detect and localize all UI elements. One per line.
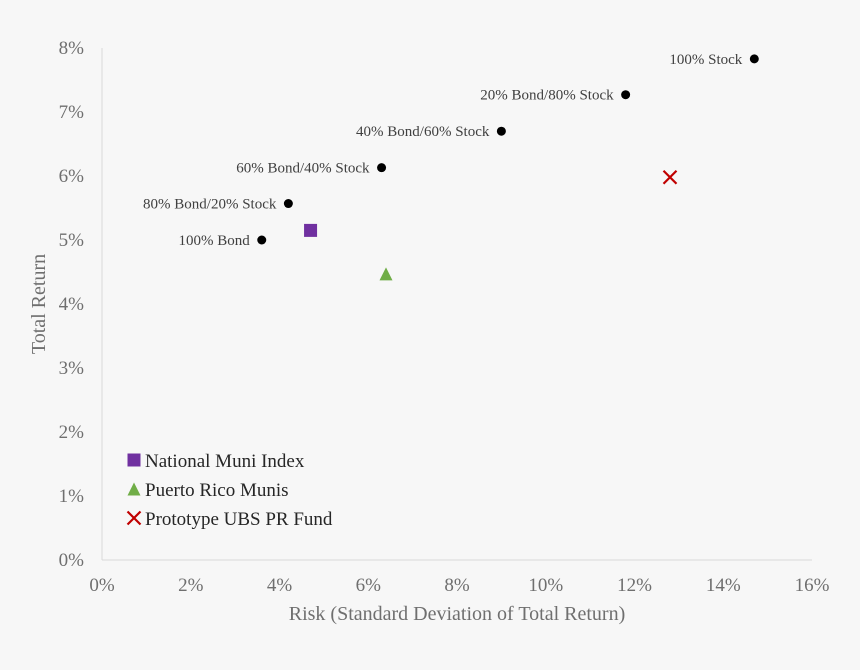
portfolio-label: 20% Bond/80% Stock xyxy=(480,88,614,104)
x-tick-label: 6% xyxy=(356,575,382,596)
y-tick-label: 0% xyxy=(59,550,85,571)
legend-marker xyxy=(126,510,142,526)
portfolio-label: 60% Bond/40% Stock xyxy=(236,161,370,177)
legend: National Muni Index Puerto Rico Munis Prot… xyxy=(126,451,333,530)
legend-label: National Muni Index xyxy=(145,451,305,472)
portfolio-label: 100% Stock xyxy=(669,52,742,68)
series-point xyxy=(379,267,393,281)
legend-label: Prototype UBS PR Fund xyxy=(145,509,333,530)
x-tick-label: 4% xyxy=(267,575,293,596)
x-tick-label: 8% xyxy=(444,575,470,596)
x-tick-labels: 0% 2% 4% 6% 8% 10% 12% 14% 16% xyxy=(89,575,829,596)
x-tick-label: 10% xyxy=(528,575,563,596)
x-tick-label: 14% xyxy=(706,575,741,596)
x-tick-label: 12% xyxy=(617,575,652,596)
series-point xyxy=(662,170,678,185)
portfolio-point xyxy=(257,235,267,245)
y-tick-label: 2% xyxy=(59,422,85,443)
x-axis-title: Risk (Standard Deviation of Total Return… xyxy=(289,603,626,625)
legend-label: Puerto Rico Munis xyxy=(145,480,289,501)
series-points xyxy=(304,170,678,281)
series-point xyxy=(304,223,318,237)
y-tick-label: 7% xyxy=(59,102,85,123)
portfolio-label: 40% Bond/60% Stock xyxy=(356,124,490,140)
x-tick-label: 2% xyxy=(178,575,204,596)
y-tick-labels: 0% 1% 2% 3% 4% 5% 6% 7% 8% xyxy=(59,38,85,571)
legend-marker xyxy=(127,453,141,467)
y-tick-label: 5% xyxy=(59,230,85,251)
portfolio-point xyxy=(621,90,631,100)
legend-marker xyxy=(127,482,141,496)
y-axis-title: Total Return xyxy=(28,254,50,354)
x-tick-label: 16% xyxy=(795,575,830,596)
axes xyxy=(101,48,812,561)
portfolio-label: 80% Bond/20% Stock xyxy=(143,197,277,213)
y-tick-label: 8% xyxy=(59,38,85,59)
portfolio-points: 100% Bond 80% Bond/20% Stock 60% Bond/40% … xyxy=(143,52,759,249)
y-tick-label: 4% xyxy=(59,294,85,315)
y-tick-label: 6% xyxy=(59,166,85,187)
x-tick-label: 0% xyxy=(89,575,115,596)
portfolio-point xyxy=(496,126,506,136)
portfolio-point xyxy=(377,163,387,173)
portfolio-point xyxy=(749,54,759,64)
y-tick-label: 3% xyxy=(59,358,85,379)
portfolio-label: 100% Bond xyxy=(179,233,251,249)
portfolio-point xyxy=(283,199,293,209)
y-tick-label: 1% xyxy=(59,486,85,507)
